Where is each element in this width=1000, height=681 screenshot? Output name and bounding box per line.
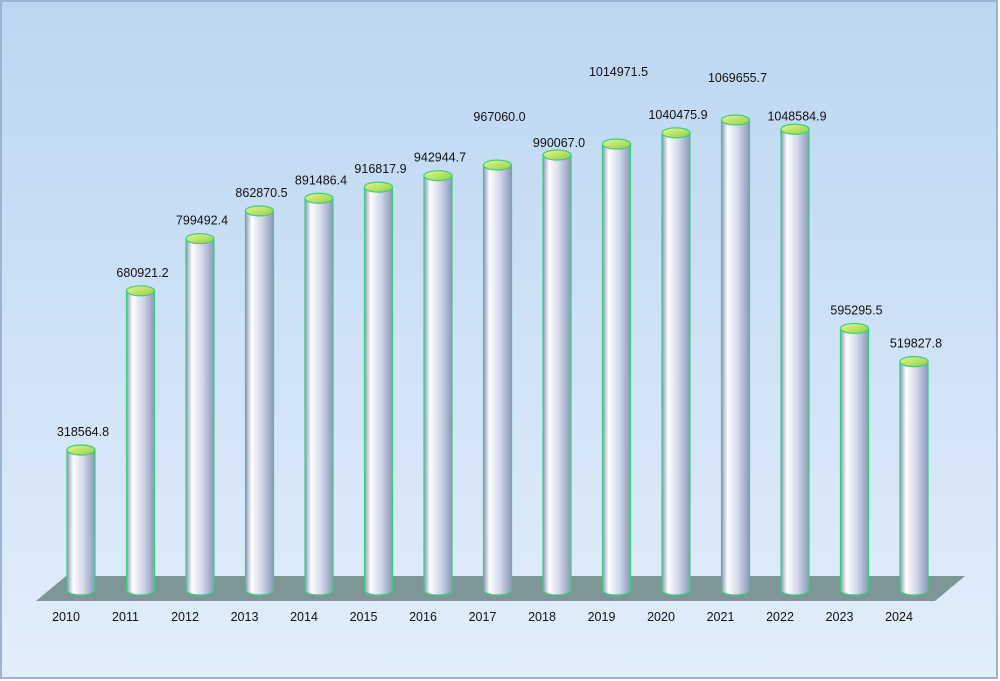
bar-2010 [66,444,96,596]
bar-2024 [899,355,929,596]
bar-cap [125,285,156,297]
bar-2015 [363,181,394,596]
bar-body [125,290,156,596]
category-labels-layer: 2010 2011 2012 2013 2014 2015 2016 2017 2018 2019… [52,610,913,624]
bar-2019 [601,138,632,596]
bar-cap [66,444,96,456]
bar-2017 [482,159,513,596]
bar-2018 [542,149,572,596]
bar-2014 [304,192,334,596]
bar-cap [244,205,275,217]
bar-cap [601,138,632,150]
bar-body [304,197,334,596]
x-tick-label: 2019 [588,610,616,624]
value-label: 519827.8 [890,337,942,351]
bar-body [780,128,810,596]
bar-2012 [185,233,215,596]
value-label: 1048584.9 [767,109,826,123]
x-tick-label: 2017 [469,610,497,624]
bar-2013 [244,205,275,596]
x-tick-label: 2020 [647,610,675,624]
bar-body [482,164,513,596]
bar-body [363,186,394,596]
value-label: 318564.8 [57,425,109,439]
x-tick-label: 2010 [52,610,80,624]
bar-body [899,360,929,596]
bar-2011 [125,285,156,596]
bar-body [720,119,751,596]
x-tick-label: 2012 [171,610,199,624]
x-tick-label: 2021 [707,610,735,624]
value-label: 862870.5 [235,186,287,200]
bar-cap [185,233,215,245]
bar-body [66,449,96,596]
bar-body [661,132,691,596]
value-labels-layer: 318564.8 680921.2 799492.4 862870.5 891486.4… [57,65,942,439]
bar-2020 [661,127,691,596]
value-label: 1069655.7 [708,71,767,85]
x-tick-label: 2022 [766,610,794,624]
x-tick-label: 2016 [409,610,437,624]
value-label: 967060.0 [473,110,525,124]
x-tick-label: 2011 [112,610,139,624]
bar-cap [661,127,691,139]
x-tick-label: 2023 [826,610,854,624]
bar-cap [363,181,394,193]
bar-body [244,210,275,596]
x-tick-label: 2018 [528,610,556,624]
bar-cap [720,114,751,126]
bar-2023 [839,322,870,596]
bars-layer [66,114,929,596]
bar-body [839,327,870,596]
bar-cap [899,355,929,368]
bar-body [423,175,453,596]
value-label: 942944.7 [414,151,466,165]
bar-cap [780,123,810,135]
value-label: 680921.2 [116,266,168,280]
bar-body [601,143,632,596]
value-label: 799492.4 [176,214,228,228]
bar-cap [423,170,453,182]
bar-cap [304,192,334,204]
value-label: 916817.9 [354,162,406,176]
x-tick-label: 2024 [885,610,913,624]
value-label: 1014971.5 [589,65,648,79]
value-label: 891486.4 [295,173,347,187]
bar-body [185,238,215,596]
bar-cap [542,149,572,161]
bar-cap [482,159,513,171]
value-label: 1040475.9 [648,108,707,122]
bar-cap [839,322,870,335]
bar-2021 [720,114,751,596]
value-label: 990067.0 [533,136,585,150]
bar-body [542,154,572,596]
value-label: 595295.5 [830,303,882,317]
x-tick-label: 2015 [350,610,378,624]
bar-2022 [780,123,810,596]
x-tick-label: 2013 [231,610,259,624]
bar-2016 [423,170,453,596]
x-tick-label: 2014 [290,610,318,624]
